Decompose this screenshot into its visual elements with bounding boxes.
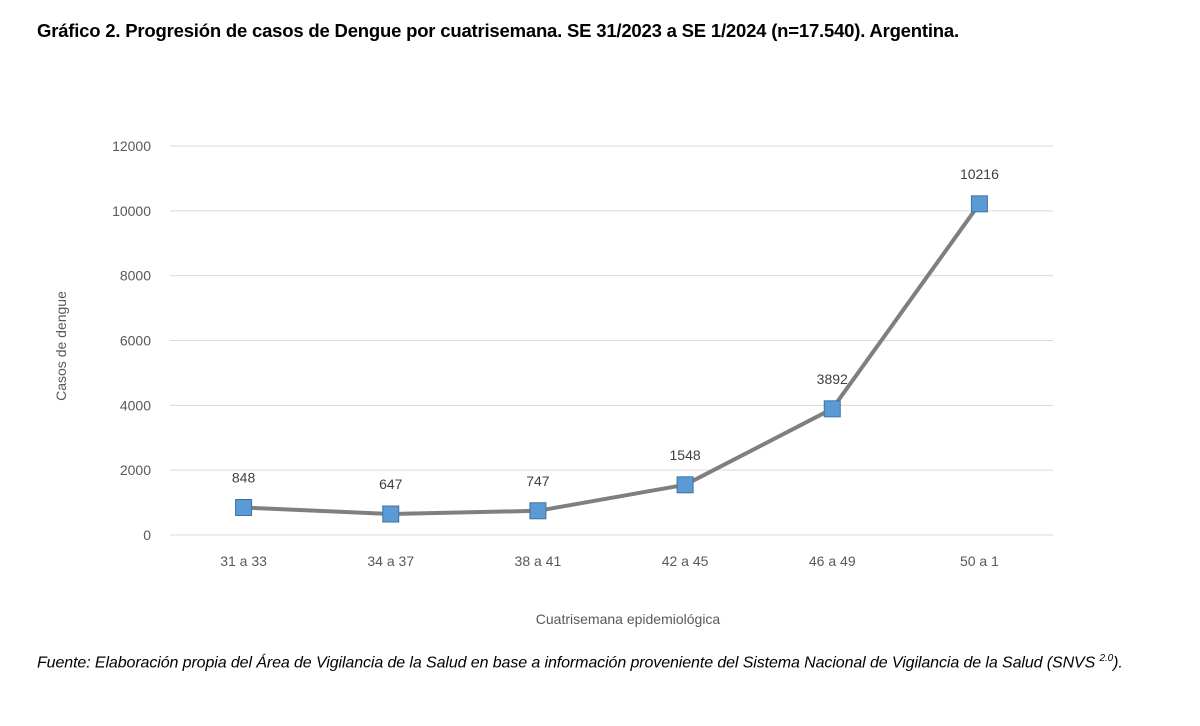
y-tick-labels: 0 2000 4000 6000 8000 10000 12000 — [112, 138, 151, 543]
y-tick-label: 4000 — [120, 397, 151, 413]
data-point-marker — [529, 502, 547, 520]
x-tick-label: 31 a 33 — [220, 553, 267, 569]
source-text: Fuente: Elaboración propia del Área de V… — [37, 654, 1100, 672]
y-tick-label: 0 — [143, 527, 151, 543]
source-suffix: ). — [1113, 654, 1123, 672]
line-chart: 0 2000 4000 6000 8000 10000 12000 31 a 33 34 a … — [53, 138, 1053, 627]
data-point-marker — [235, 499, 253, 517]
x-tick-label: 42 a 45 — [662, 553, 709, 569]
data-label: 3892 — [817, 371, 848, 387]
data-label: 647 — [379, 476, 403, 492]
x-tick-label: 50 a 1 — [960, 553, 999, 569]
x-tick-labels: 31 a 33 34 a 37 38 a 41 42 a 45 46 a 49 50 a … — [220, 553, 999, 569]
x-axis-label: Cuatrisemana epidemiológica — [536, 611, 721, 627]
data-point-marker — [823, 400, 841, 418]
data-label: 10216 — [960, 166, 999, 182]
markers — [235, 195, 988, 523]
y-tick-label: 12000 — [112, 138, 151, 154]
x-tick-label: 46 a 49 — [809, 553, 856, 569]
x-tick-label: 38 a 41 — [515, 553, 562, 569]
y-tick-label: 2000 — [120, 462, 151, 478]
series-line — [243, 202, 982, 517]
data-point-marker — [970, 195, 988, 213]
data-label: 1548 — [670, 447, 701, 463]
gridlines — [170, 145, 1053, 536]
y-tick-label: 6000 — [120, 333, 151, 349]
data-labels: 848 647 747 1548 3892 10216 — [232, 166, 999, 492]
x-tick-label: 34 a 37 — [367, 553, 414, 569]
data-point-marker — [676, 476, 694, 494]
y-axis-label: Casos de dengue — [53, 291, 69, 401]
data-label: 848 — [232, 470, 256, 486]
y-tick-label: 10000 — [112, 203, 151, 219]
y-tick-label: 8000 — [120, 268, 151, 284]
data-point-marker — [382, 505, 400, 523]
source-note: Fuente: Elaboración propia del Área de V… — [37, 646, 1187, 676]
source-superscript: 2.0 — [1099, 653, 1114, 664]
data-label: 747 — [526, 473, 550, 489]
figure-title: Gráfico 2. Progresión de casos de Dengue… — [37, 20, 959, 41]
